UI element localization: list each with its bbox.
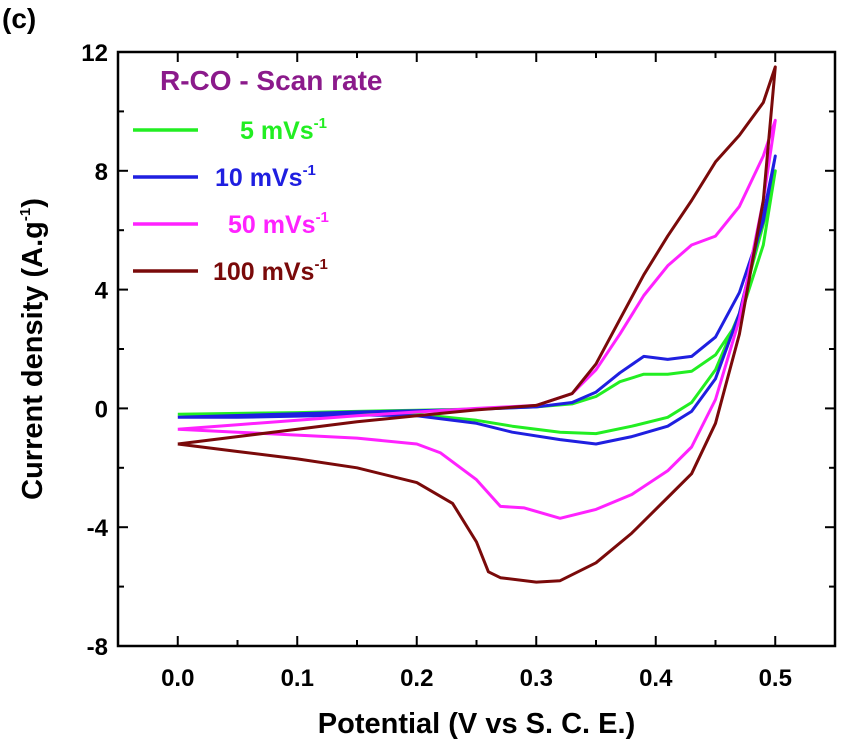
series-curves xyxy=(177,65,777,584)
y-tick-label: 4 xyxy=(95,278,109,305)
y-tick-label: -4 xyxy=(87,515,109,542)
legend-label-2: 50 mVs-1 xyxy=(228,209,329,239)
x-tick-label: 0.5 xyxy=(759,665,792,692)
y-axis-title-main: Current density (A.g xyxy=(17,221,49,500)
legend-label-1: 10 mVs-1 xyxy=(215,162,316,192)
y-axis-title-end: ) xyxy=(17,198,49,208)
x-tick-label: 0.1 xyxy=(281,665,314,692)
series-line-1 xyxy=(177,154,777,446)
x-tick-label: 0.3 xyxy=(520,665,553,692)
series-line-3 xyxy=(177,65,777,584)
y-tick-label: 0 xyxy=(95,396,108,423)
y-tick-label: 12 xyxy=(81,40,108,67)
x-tick-label: 0.4 xyxy=(639,665,673,692)
x-tick-label: 0.2 xyxy=(400,665,433,692)
legend-label-3: 100 mVs-1 xyxy=(213,256,328,286)
legend-label-0: 5 mVs-1 xyxy=(240,115,327,145)
chart-title: R-CO - Scan rate xyxy=(160,65,383,96)
y-tick-label: 8 xyxy=(95,159,108,186)
x-tick-label: 0.0 xyxy=(161,665,194,692)
y-tick-label: -8 xyxy=(87,634,108,661)
legend: 5 mVs-1 10 mVs-1 50 mVs-1 100 mVs-1 xyxy=(133,115,329,286)
x-axis-title: Potential (V vs S. C. E.) xyxy=(318,708,635,740)
y-axis-title-sup: -1 xyxy=(17,208,34,221)
tick-labels: 0.0 0.1 0.2 0.3 0.4 0.5 -8 -4 0 4 8 12 xyxy=(81,40,792,692)
panel-label: (c) xyxy=(2,3,36,34)
axis-ticks xyxy=(117,51,836,647)
y-axis-title: Current density (A.g-1) xyxy=(17,198,49,500)
